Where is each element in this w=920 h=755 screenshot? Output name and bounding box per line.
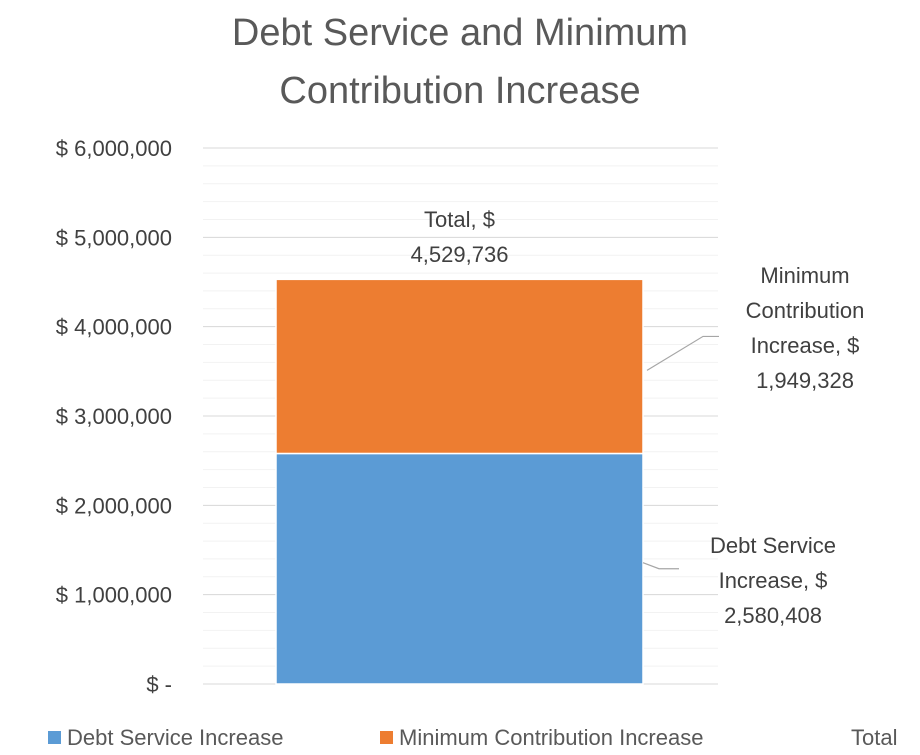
y-tick-label: $ 2,000,000 [56, 493, 172, 518]
data-label-minimum-contribution: Minimum Contribution Increase, $1,949,328 [746, 263, 865, 393]
y-tick-label: $ 4,000,000 [56, 315, 172, 340]
legend-swatch-debt-service [48, 731, 61, 744]
y-tick-label: $ - [146, 672, 172, 697]
y-tick-label: $ 6,000,000 [56, 136, 172, 161]
legend-item-minimum-contribution: Minimum Contribution Increase [380, 725, 703, 751]
leader-line-debt-service [642, 562, 679, 570]
legend-label-debt-service: Debt Service Increase [67, 725, 284, 750]
legend-item-debt-service: Debt Service Increase [48, 725, 283, 751]
bar-segment-1 [275, 278, 644, 455]
chart-legend: Debt Service Increase Minimum Contributi… [0, 725, 920, 755]
legend-item-total: Total [851, 725, 897, 751]
y-tick-label: $ 1,000,000 [56, 583, 172, 608]
chart-title-line-1: Debt Service and Minimum [231, 12, 689, 54]
chart-title-line-2: Contribution Increase [279, 70, 641, 112]
data-label-total: Total, $4,529,736 [411, 207, 509, 267]
data-label-debt-service: Debt Service Increase, $2,580,408 [710, 533, 836, 628]
legend-swatch-minimum-contribution [380, 731, 393, 744]
leader-line-minimum-contribution [646, 335, 719, 371]
legend-label-minimum-contribution: Minimum Contribution Increase [399, 725, 704, 750]
stacked-bar-chart: $ - $ 1,000,000 $ 2,000,000 $ 3,000,000 $ 4,… [56, 136, 865, 697]
legend-label-total: Total [851, 725, 898, 750]
y-tick-label: $ 3,000,000 [56, 404, 172, 429]
y-tick-label: $ 5,000,000 [56, 225, 172, 250]
bar-segment-0 [275, 452, 644, 685]
